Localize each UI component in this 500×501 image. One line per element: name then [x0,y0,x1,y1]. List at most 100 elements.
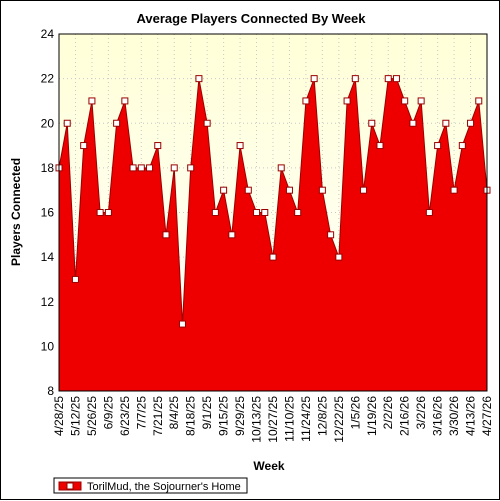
x-tick-label: 6/23/25 [118,396,132,436]
data-point [425,209,433,216]
data-point [376,142,384,150]
data-markers [55,75,491,328]
x-tick-label: 6/9/25 [101,396,115,430]
data-point [269,253,277,261]
plot-border [58,33,488,392]
data-point [335,253,343,261]
x-tick-label: 11/10/25 [282,396,296,442]
data-point [203,119,211,127]
y-tick-label: 8 [47,384,54,398]
data-point [63,119,71,127]
legend-box [53,477,248,494]
x-tick-label: 9/15/25 [217,396,231,436]
data-point [285,186,293,194]
y-tick-label: 14 [41,250,55,264]
data-point [253,209,261,216]
data-point [475,97,483,105]
y-tick-label: 16 [41,206,55,220]
x-tick-label: 9/29/25 [233,396,247,436]
x-tick-label: 4/27/26 [480,396,494,436]
x-tick-label: 12/22/25 [332,396,346,443]
x-tick-label: 9/1/25 [200,396,214,430]
data-point [187,164,195,172]
data-point [236,142,244,150]
data-point [170,164,178,172]
x-tick-label: 7/21/25 [151,396,165,436]
x-tick-label: 3/30/26 [447,396,461,436]
data-point [318,186,326,194]
x-tick-label: 8/4/25 [167,396,181,430]
legend-label: TorilMud, the Sojourner's Home [87,481,241,493]
area-fill [59,78,487,391]
data-point [417,97,425,105]
data-point [277,164,285,172]
x-tick-label: 4/13/26 [464,396,478,436]
data-point [450,186,458,194]
data-point [442,119,450,127]
data-point [146,164,154,172]
data-point [178,320,186,328]
data-point [104,209,112,216]
x-tick-label: 5/26/25 [85,396,99,436]
y-axis-title: Players Connected [9,158,23,266]
data-point [195,75,203,83]
x-tick-label: 12/8/25 [315,396,329,436]
x-axis-title: Week [253,459,284,473]
data-point [113,119,121,127]
chart-title: Average Players Connected By Week [136,11,366,26]
x-tick-label: 4/28/25 [52,396,66,436]
data-point [343,97,351,105]
y-axis-ticks: 8 10 12 14 16 18 20 22 24 [41,27,55,398]
data-point [294,209,302,216]
y-tick-label: 24 [41,27,55,41]
data-point [467,119,475,127]
y-tick-label: 10 [41,339,55,353]
data-point [88,97,96,105]
data-point [162,231,170,239]
legend-marker [66,482,74,490]
data-point [351,75,359,83]
x-tick-label: 2/2/26 [381,396,395,430]
x-tick-label: 10/13/25 [250,396,264,443]
data-point [434,142,442,150]
y-tick-label: 12 [41,295,55,309]
x-tick-label: 5/12/25 [68,396,82,436]
data-point [261,209,269,216]
x-tick-label: 8/18/25 [184,396,198,436]
data-point [302,97,310,105]
data-point [409,119,417,127]
x-tick-label: 7/7/25 [134,396,148,430]
data-point [392,75,400,83]
x-tick-label: 11/24/25 [299,396,313,442]
x-tick-label: 10/27/25 [266,396,280,443]
x-tick-label: 1/5/26 [348,396,362,430]
data-point [137,164,145,172]
data-point [384,75,392,83]
data-point [310,75,318,83]
data-point [401,97,409,105]
x-tick-label: 2/16/26 [398,396,412,436]
data-point [228,231,236,239]
data-point [96,209,104,216]
data-point [121,97,129,105]
data-point [129,164,137,172]
data-point [154,142,162,150]
y-tick-label: 20 [41,116,55,130]
data-point [360,186,368,194]
data-point [211,209,219,216]
data-point [220,186,228,194]
data-point [80,142,88,150]
data-point [71,275,79,283]
data-point [327,231,335,239]
x-tick-label: 3/2/26 [414,396,428,430]
y-tick-label: 18 [41,161,55,175]
data-point [458,142,466,150]
data-point [244,186,252,194]
legend: TorilMud, the Sojourner's Home [53,477,248,494]
x-axis-ticks: 4/28/25 5/12/25 5/26/25 6/9/25 6/23/25 7/7/25… [52,396,494,443]
data-point [368,119,376,127]
y-tick-label: 22 [41,72,55,86]
x-tick-label: 1/19/26 [365,396,379,436]
